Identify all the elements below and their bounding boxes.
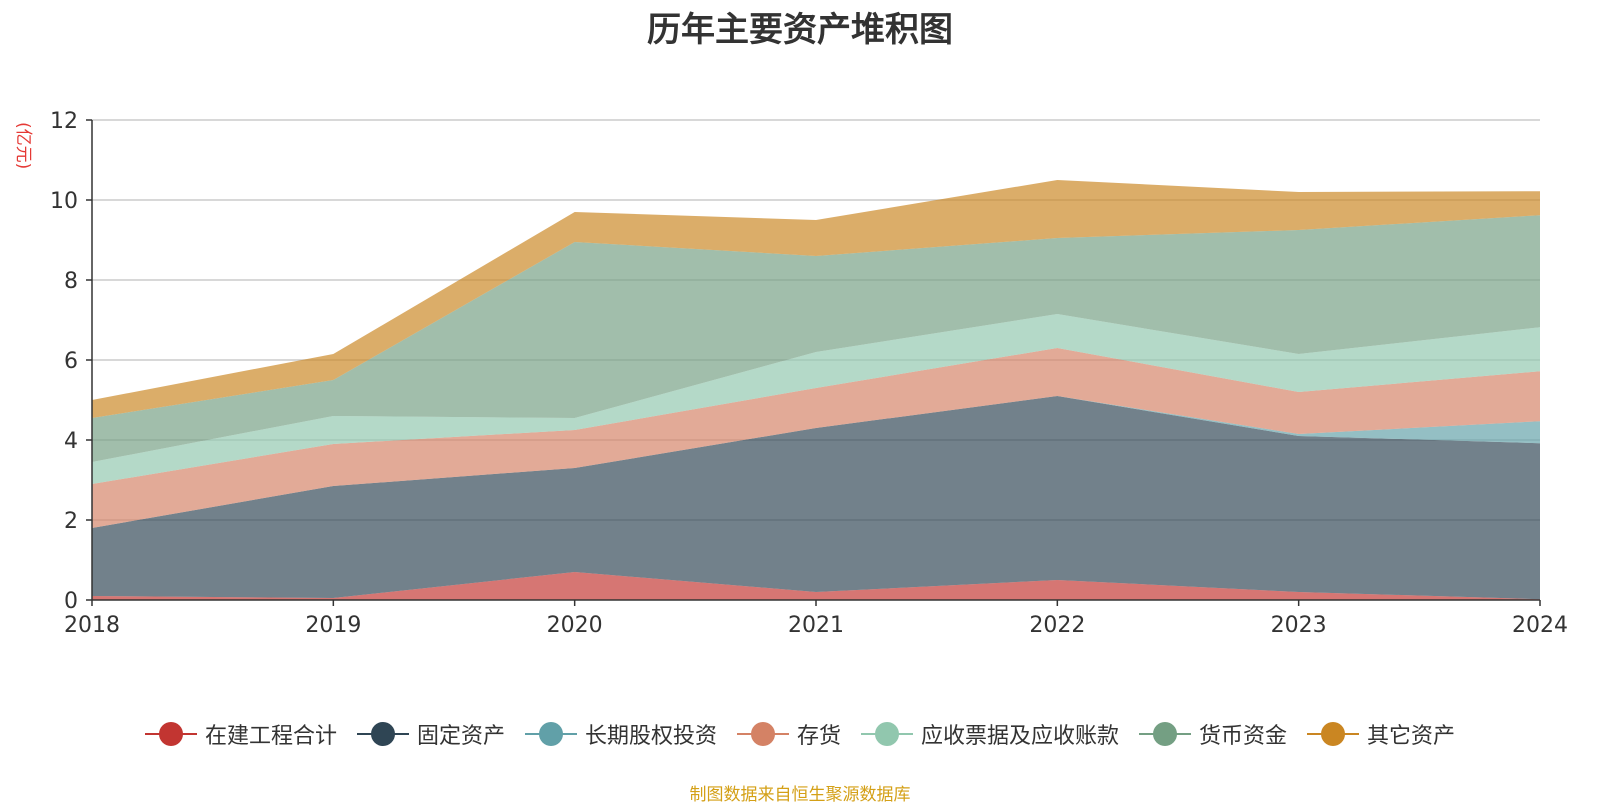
- y-tick-label: 8: [64, 269, 78, 294]
- x-tick-label: 2023: [1271, 613, 1327, 638]
- y-tick-label: 10: [50, 189, 78, 214]
- legend-label: 固定资产: [416, 724, 505, 749]
- y-tick-label: 2: [64, 509, 78, 534]
- legend-item[interactable]: 固定资产: [356, 718, 505, 750]
- series-area: [92, 396, 1540, 600]
- source-note: 制图数据来自恒生聚源数据库: [689, 785, 911, 805]
- legend-label: 货币资金: [1199, 724, 1288, 749]
- legend-marker-icon: [356, 722, 409, 746]
- x-tick-label: 2019: [305, 613, 361, 638]
- legend-item[interactable]: 长期股权投资: [524, 718, 717, 750]
- x-tick-label: 2020: [547, 613, 603, 638]
- legend-item[interactable]: 其它资产: [1307, 718, 1455, 750]
- legend-label: 其它资产: [1367, 724, 1456, 749]
- legend-item[interactable]: 应收票据及应收账款: [861, 718, 1119, 750]
- legend-label: 应收票据及应收账款: [921, 724, 1120, 749]
- x-tick-label: 2024: [1512, 613, 1568, 638]
- y-tick-label: 6: [64, 349, 78, 374]
- legend: 在建工程合计 固定资产 长期股权投资 存货 应收票据及应收账款 货币资金 其它资产: [0, 718, 1600, 750]
- legend-label: 在建工程合计: [204, 724, 337, 749]
- legend-marker-icon: [1307, 722, 1360, 746]
- legend-item[interactable]: 在建工程合计: [144, 718, 337, 750]
- series-area: [92, 180, 1540, 418]
- series-area: [92, 215, 1540, 462]
- legend-label: 长期股权投资: [584, 724, 717, 749]
- series-area: [92, 572, 1540, 600]
- series-area: [92, 348, 1540, 528]
- y-tick-label: 12: [50, 109, 78, 134]
- legend-marker-icon: [736, 722, 789, 746]
- legend-item[interactable]: 存货: [736, 718, 841, 750]
- axes: 0 2 4 6 8 10 12 2018 2019 2020 2021 2022 2023 2024: [50, 109, 1568, 638]
- chart-title: 历年主要资产堆积图: [647, 10, 953, 50]
- stacked-area-chart: 0 2 4 6 8 10 12 2018 2019 2020 2021 2022 2023 2024: [50, 109, 1568, 638]
- x-tick-label: 2018: [64, 613, 120, 638]
- y-tick-label: 4: [64, 429, 78, 454]
- area-series: [92, 180, 1540, 600]
- series-area: [92, 314, 1540, 484]
- legend-item[interactable]: 货币资金: [1139, 718, 1287, 750]
- x-tick-label: 2022: [1029, 613, 1085, 638]
- legend-marker-icon: [861, 722, 913, 746]
- y-tick-label: 0: [64, 589, 78, 614]
- legend-marker-icon: [524, 722, 577, 746]
- legend-label: 存货: [796, 724, 841, 749]
- legend-marker-icon: [144, 722, 197, 746]
- legend-marker-icon: [1139, 722, 1192, 746]
- x-tick-label: 2021: [788, 613, 844, 638]
